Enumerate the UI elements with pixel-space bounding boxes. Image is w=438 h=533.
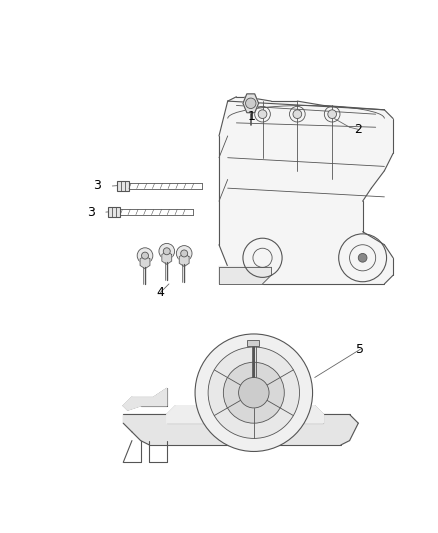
Text: 2: 2 <box>354 123 362 136</box>
Circle shape <box>137 248 153 263</box>
Bar <box>117 181 129 191</box>
Circle shape <box>181 250 187 257</box>
Bar <box>108 207 120 217</box>
Circle shape <box>239 377 269 408</box>
Circle shape <box>159 244 175 259</box>
Polygon shape <box>243 94 258 112</box>
Circle shape <box>163 248 170 255</box>
Text: 3: 3 <box>87 206 95 219</box>
Polygon shape <box>123 415 358 445</box>
Circle shape <box>328 110 336 118</box>
Circle shape <box>258 110 267 118</box>
Polygon shape <box>179 254 189 266</box>
Text: 5: 5 <box>357 343 364 356</box>
Text: 1: 1 <box>248 110 256 123</box>
Polygon shape <box>219 97 393 284</box>
Text: 3: 3 <box>93 180 101 192</box>
Circle shape <box>195 334 313 451</box>
Bar <box>247 341 259 346</box>
Circle shape <box>223 362 284 423</box>
Polygon shape <box>162 251 172 264</box>
Circle shape <box>141 252 148 259</box>
Polygon shape <box>140 256 150 269</box>
Text: 4: 4 <box>156 286 164 299</box>
Circle shape <box>177 246 192 261</box>
Polygon shape <box>167 406 323 423</box>
Circle shape <box>293 110 302 118</box>
Circle shape <box>246 98 256 109</box>
Circle shape <box>358 254 367 262</box>
Circle shape <box>208 347 300 439</box>
Polygon shape <box>123 389 167 410</box>
Polygon shape <box>219 266 271 284</box>
